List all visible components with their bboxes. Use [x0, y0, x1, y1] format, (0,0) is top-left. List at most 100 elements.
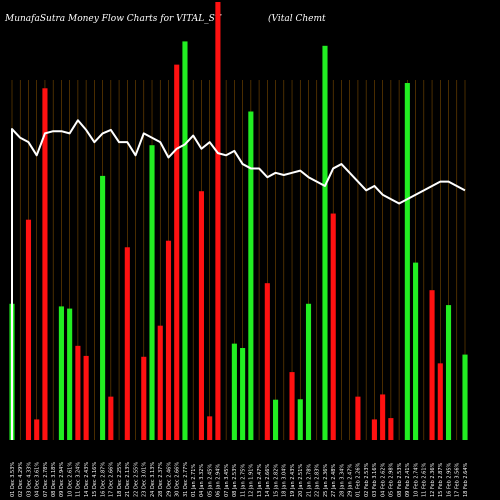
bar-mon-28-dec — [157, 325, 163, 440]
x-tick-label: 13 Jan 2.47% — [257, 464, 263, 497]
x-tick-label: 15 Feb 2.87% — [438, 462, 444, 497]
x-tick-label: 04 Feb 2.62% — [380, 462, 386, 497]
bar-tue-16-feb — [445, 305, 452, 440]
x-tick-label: 12 Feb 2.36% — [430, 462, 436, 497]
x-axis-tick-labels: 01 Dec 3.53% 02 Dec 4.29% 03 Dec 4.33% 04 D… — [10, 462, 469, 497]
bar-thu-03-dec — [25, 219, 32, 440]
x-tick-label: 16 Feb 2.95% — [446, 462, 452, 497]
bar-wed-27-jan — [330, 213, 336, 440]
x-tick-label: 04 Jan 3.32% — [199, 464, 205, 497]
x-tick-label: 11 Feb 2.61% — [422, 462, 428, 497]
bar-mon-25-jan — [322, 45, 328, 441]
bar-mon-07-dec — [42, 88, 48, 440]
bar-mon-04-jan — [198, 191, 204, 440]
x-tick-label: 24 Dec 3.13% — [150, 462, 156, 497]
bar-fri-12-feb — [429, 290, 435, 440]
x-tick-label: 21 Dec 2.13% — [125, 462, 131, 497]
x-tick-label: 17 Feb 3.56% — [455, 462, 461, 497]
x-tick-label: 10 Dec 2.61% — [67, 462, 73, 497]
bar-fri-15-jan — [273, 399, 279, 440]
bar-mon-01-feb — [355, 396, 361, 440]
x-tick-label: 02 Feb 2.53% — [364, 462, 370, 497]
x-tick-label: 15 Jan 2.82% — [273, 464, 279, 497]
x-tick-label: 03 Feb 3.16% — [372, 462, 378, 497]
bar-tue-09-feb — [404, 83, 410, 440]
bar-fri-04-dec — [34, 419, 40, 440]
x-tick-label: 12 Jan 1.91% — [249, 464, 255, 497]
bar-wed-09-dec — [58, 306, 64, 440]
x-tick-label: 10 Feb 2.74% — [413, 462, 419, 497]
bar-thu-24-dec — [149, 145, 155, 441]
bar-wed-20-jan — [297, 399, 303, 440]
x-tick-label: 01 Feb 2.26% — [356, 462, 362, 497]
bar-mon-21-dec — [124, 247, 130, 440]
money-flow-trend-line — [11, 119, 466, 440]
bar-thu-18-feb — [462, 354, 468, 440]
x-tick-label: 19 Jan 2.43% — [290, 464, 296, 497]
bar-thu-04-feb — [380, 394, 386, 440]
x-tick-label: 18 Feb 2.64% — [463, 462, 469, 497]
x-tick-label: 11 Jan 2.75% — [240, 464, 246, 497]
x-tick-label: 09 Dec 2.94% — [59, 462, 65, 497]
x-tick-label: 29 Dec 2.46% — [166, 462, 172, 497]
bar-thu-10-dec — [67, 308, 73, 440]
bar-fri-08-jan — [231, 343, 237, 440]
bar-tue-29-dec — [165, 240, 172, 440]
x-tick-label: 06 Jan 2.94% — [216, 464, 222, 497]
x-tick-label: 31 Dec 2.77% — [183, 462, 189, 497]
chart-title: MunafaSutra Money Flow Charts for VITAL_… — [5, 14, 221, 24]
x-tick-label: 27 Jan 2.48% — [331, 464, 337, 497]
x-tick-label: 09 Feb 2.41% — [405, 462, 411, 497]
bar-mon-15-feb — [437, 363, 443, 440]
x-tick-label: 05 Feb 2.98% — [389, 462, 395, 497]
x-tick-label: 17 Dec 2.66% — [109, 462, 115, 497]
x-tick-label: 16 Dec 2.87% — [100, 462, 106, 497]
bar-tue-05-jan — [207, 416, 213, 440]
money-flow-bars — [9, 2, 468, 441]
x-tick-label: 11 Dec 3.24% — [76, 462, 82, 497]
x-tick-label: 07 Dec 2.78% — [43, 462, 49, 497]
bar-fri-11-dec — [75, 345, 81, 440]
bar-tue-12-jan — [248, 111, 254, 440]
x-tick-label: 08 Jan 2.53% — [232, 464, 238, 497]
x-tick-label: 18 Dec 2.25% — [117, 462, 123, 497]
x-tick-label: 14 Dec 2.43% — [84, 462, 90, 497]
bar-mon-14-dec — [83, 355, 89, 440]
x-tick-label: 01 Dec 3.53% — [10, 462, 16, 497]
bar-tue-19-jan — [289, 372, 295, 440]
bar-thu-21-jan — [305, 303, 312, 440]
bar-thu-14-jan — [264, 283, 270, 440]
x-tick-label: 22 Jan 2.83% — [315, 464, 321, 497]
x-tick-label: 05 Jan 2.45% — [207, 464, 213, 497]
x-tick-label: 20 Jan 2.51% — [298, 464, 304, 497]
bar-fri-05-feb — [388, 418, 394, 440]
x-tick-label: 18 Jan 3.04% — [282, 464, 288, 497]
bar-wed-16-dec — [100, 175, 106, 440]
x-tick-label: 07 Jan 3.45% — [224, 464, 230, 497]
bar-wed-10-feb — [413, 262, 419, 440]
bar-thu-17-dec — [108, 396, 114, 440]
x-tick-label: 08 Dec 3.18% — [51, 462, 57, 497]
x-tick-label: 08 Feb 2.53% — [397, 462, 403, 497]
bar-wed-03-feb — [371, 419, 377, 440]
x-tick-label: 21 Jan 2.78% — [306, 464, 312, 497]
bar-wed-06-jan — [215, 2, 221, 440]
bar-thu-31-dec — [182, 41, 188, 441]
x-tick-label: 23 Dec 3.01% — [142, 462, 148, 497]
x-tick-label: 22 Dec 2.55% — [133, 462, 139, 497]
x-tick-label: 14 Jan 2.66% — [265, 464, 271, 497]
x-tick-label: 03 Dec 4.33% — [26, 462, 32, 497]
money-flow-line — [11, 119, 466, 440]
x-tick-label: 04 Dec 3.61% — [35, 462, 41, 497]
x-tick-label: 02 Dec 4.29% — [18, 462, 24, 497]
x-tick-label: 28 Dec 2.37% — [158, 462, 164, 497]
chart-title-right: (Vital Chemt — [268, 14, 326, 24]
x-tick-label: 29 Jan 2.47% — [347, 464, 353, 497]
x-tick-label: 28 Jan 3.34% — [339, 464, 345, 497]
bar-mon-11-jan — [240, 348, 246, 440]
x-tick-label: 15 Dec 4.16% — [92, 462, 98, 497]
bar-wed-23-dec — [141, 356, 147, 440]
x-tick-label: 01 Jan 2.71% — [191, 464, 197, 497]
bar-wed-30-dec — [174, 64, 180, 440]
